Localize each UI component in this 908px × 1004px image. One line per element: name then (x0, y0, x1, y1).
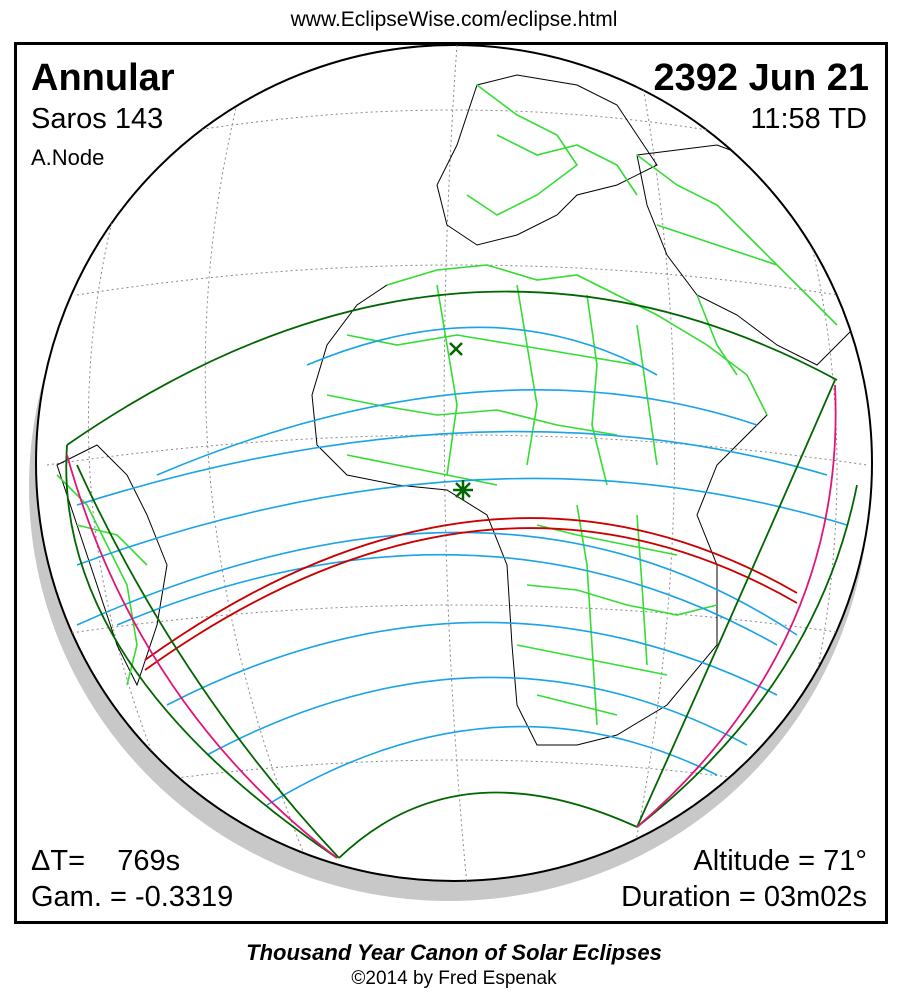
penumbra-limits (65, 290, 858, 859)
copyright-text: ©2014 by Fred Espenak (351, 968, 557, 989)
globe-map (29, 45, 873, 901)
globe-disk (35, 45, 873, 882)
hourly-lines (76, 326, 848, 806)
source-url: www.EclipseWise.com/eclipse.html (290, 8, 618, 31)
annular-duration: Duration = 03m02s (621, 881, 867, 913)
saros-number: Saros 143 (31, 103, 164, 135)
canon-title: Thousand Year Canon of Solar Eclipses (246, 940, 662, 965)
eclipse-map-frame: Annular 2392 Jun 21 Saros 143 11:58 TD A… (14, 42, 888, 924)
subsolar-point-cross (449, 342, 463, 356)
central-line (144, 517, 798, 671)
rise-set-curves (66, 384, 837, 859)
gamma-value: Gam. = -0.3319 (31, 881, 234, 913)
eclipse-date: 2392 Jun 21 (653, 57, 869, 99)
eclipse-time: 11:58 TD (750, 103, 867, 135)
greatest-eclipse-star (453, 480, 473, 500)
lunar-node: A.Node (31, 145, 105, 170)
sun-altitude: Altitude = 71° (693, 845, 867, 877)
delta-t: ΔT= 769s (31, 845, 181, 877)
eclipse-type: Annular (31, 57, 175, 99)
